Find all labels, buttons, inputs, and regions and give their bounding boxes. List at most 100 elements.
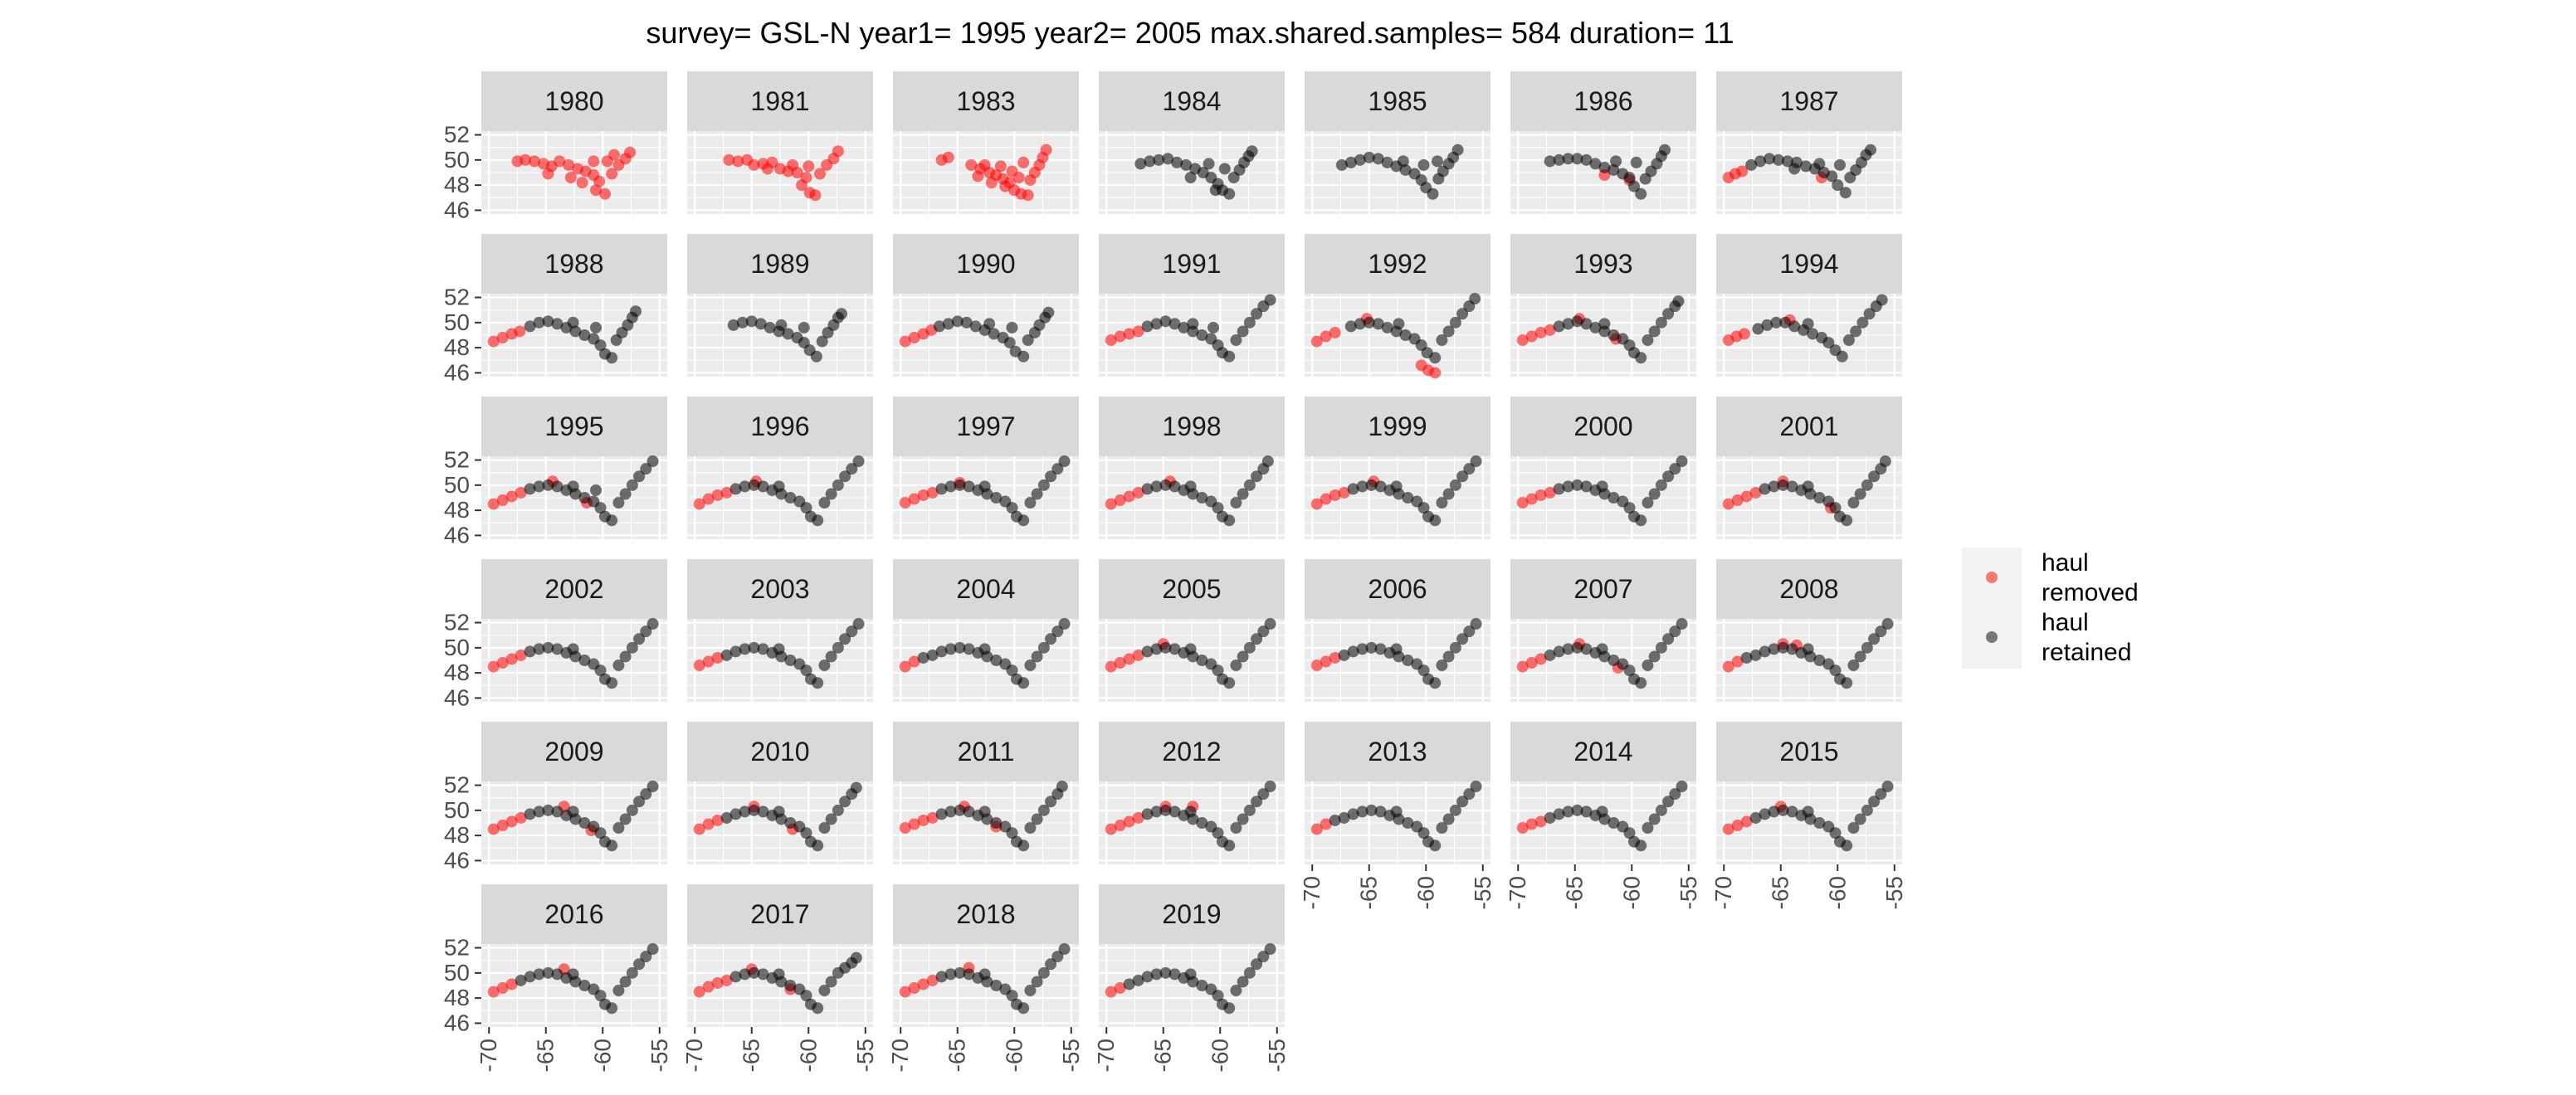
point-removed (496, 494, 509, 507)
point-retained (1833, 158, 1846, 171)
point-retained (944, 805, 957, 818)
y-tick-label: 48 (444, 985, 470, 1010)
y-tick-label: 50 (444, 797, 470, 823)
point-removed (1516, 497, 1529, 509)
point-removed (899, 660, 911, 673)
point-retained (1802, 643, 1814, 655)
point-retained (773, 805, 785, 818)
point-retained (1390, 480, 1403, 493)
point-removed (1123, 653, 1135, 665)
point-retained (1168, 643, 1181, 655)
facet-strip (1716, 71, 1902, 131)
point-retained (784, 655, 797, 666)
point-retained (1676, 455, 1688, 468)
facet-strip-label: 1983 (956, 86, 1015, 116)
point-retained (812, 677, 824, 689)
point-removed (1123, 490, 1135, 503)
point-retained (1417, 158, 1430, 171)
point-retained (1868, 470, 1881, 483)
point-retained (798, 321, 810, 333)
point-retained (1150, 643, 1163, 655)
point-retained (1608, 655, 1620, 666)
x-tick-label: -60 (795, 1039, 821, 1072)
point-retained (1363, 316, 1375, 328)
facet-strip-label: 2003 (750, 574, 809, 604)
point-retained (1212, 827, 1224, 840)
point-retained (825, 976, 837, 988)
point-retained (1006, 990, 1018, 1002)
point-retained (567, 316, 579, 328)
facet-strip (1716, 722, 1902, 781)
point-removed (1114, 820, 1126, 832)
point-retained (720, 649, 733, 661)
point-removed (965, 158, 978, 171)
point-removed (1105, 334, 1117, 347)
point-retained (764, 321, 776, 333)
point-retained (1768, 643, 1780, 655)
point-retained (1335, 158, 1348, 171)
point-retained (846, 625, 858, 638)
point-removed (994, 160, 1007, 173)
point-retained (1159, 641, 1172, 654)
point-retained (1856, 316, 1869, 328)
point-retained (1006, 664, 1018, 677)
point-retained (1648, 488, 1661, 500)
point-retained (1759, 808, 1771, 820)
point-retained (1635, 840, 1647, 852)
point-retained (1399, 163, 1412, 176)
point-removed (1123, 328, 1135, 340)
point-retained (533, 643, 545, 655)
point-retained (1553, 483, 1565, 495)
point-retained (944, 968, 957, 981)
point-retained (1354, 153, 1366, 166)
point-retained (757, 480, 769, 493)
point-retained (954, 479, 966, 491)
x-tick-label: -65 (944, 1039, 970, 1072)
point-retained (1402, 655, 1414, 666)
point-retained (1184, 968, 1197, 981)
point-retained (1850, 325, 1862, 338)
point-removed (693, 986, 705, 998)
point-removed (908, 655, 920, 668)
point-retained (1854, 813, 1866, 825)
point-retained (825, 813, 837, 825)
point-retained (1212, 502, 1224, 514)
point-removed (1022, 189, 1034, 202)
point-retained (1045, 796, 1057, 808)
point-retained (619, 813, 632, 825)
facet-panel-1983: 1983 (893, 71, 1079, 214)
point-retained (1610, 155, 1622, 168)
point-retained (567, 480, 579, 493)
point-retained (1051, 625, 1064, 638)
point-retained (1354, 318, 1366, 330)
point-retained (1799, 160, 1812, 173)
point-retained (832, 641, 844, 654)
point-removed (1525, 493, 1538, 505)
point-retained (969, 320, 982, 333)
point-removed (1040, 144, 1052, 156)
point-retained (1347, 645, 1359, 658)
point-removed (554, 155, 566, 168)
facet-panel-1989: 1989 (687, 234, 873, 377)
point-retained (1470, 455, 1482, 468)
point-retained (1251, 633, 1263, 645)
point-retained (784, 817, 797, 829)
point-retained (729, 971, 742, 983)
point-retained (850, 951, 862, 964)
point-retained (1006, 502, 1018, 514)
point-removed (487, 823, 500, 835)
point-retained (542, 479, 554, 491)
y-tick-label: 50 (444, 309, 470, 335)
facet-strip (1099, 397, 1285, 456)
facet-strip-label: 1991 (1162, 249, 1221, 279)
point-retained (1781, 155, 1793, 168)
point-retained (640, 463, 652, 475)
point-retained (1237, 813, 1249, 825)
point-retained (1006, 827, 1018, 840)
point-retained (1338, 811, 1350, 824)
point-removed (1105, 986, 1117, 998)
point-retained (533, 316, 545, 328)
point-retained (1868, 796, 1881, 808)
